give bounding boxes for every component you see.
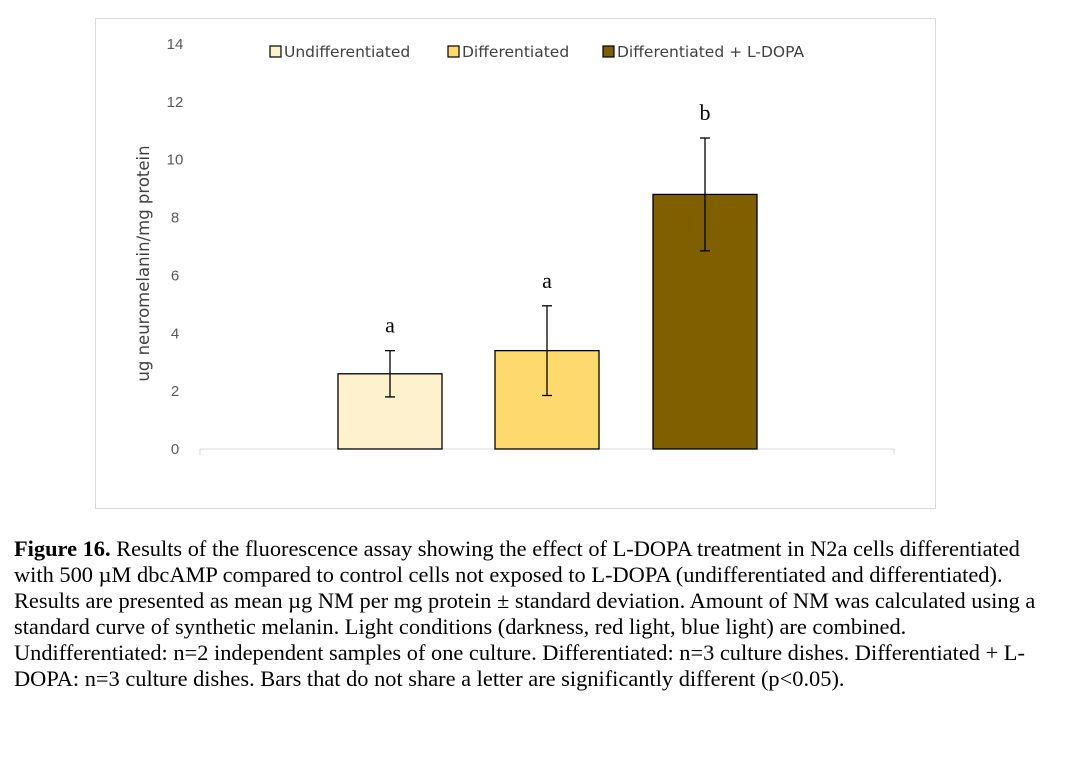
y-tick-label: 10 [167, 152, 184, 169]
y-axis-label: ug neuromelanin/mg protein [134, 145, 153, 381]
caption-label: Figure 16. [14, 536, 111, 561]
legend-label: Differentiated [462, 43, 569, 61]
legend-swatch [447, 45, 460, 58]
y-tick-label: 12 [167, 94, 184, 111]
caption-text: Results of the fluorescence assay showin… [14, 536, 1036, 691]
significance-letter: a [385, 313, 395, 338]
bar-chart: 0 2 4 6 8 10 12 14 ug neuromelanin/mg protein a a b… [134, 36, 895, 458]
figure-caption: Figure 16. Results of the fluorescence a… [14, 536, 1064, 692]
legend-label: Undifferentiated [284, 43, 410, 61]
legend-swatch [269, 45, 282, 58]
y-tick-label: 6 [171, 267, 179, 284]
significance-letter: a [542, 268, 552, 293]
y-tick-label: 2 [171, 383, 179, 400]
y-tick-label: 14 [167, 36, 184, 53]
y-tick-label: 8 [171, 210, 179, 227]
chart-area: 0 2 4 6 8 10 12 14 ug neuromelanin/mg protein a a b… [95, 18, 936, 509]
legend-swatch [602, 45, 615, 58]
y-tick-label: 0 [171, 441, 179, 458]
y-tick-label: 4 [171, 325, 179, 342]
significance-letter: b [700, 100, 711, 125]
legend-label: Differentiated + L-DOPA [617, 43, 804, 61]
